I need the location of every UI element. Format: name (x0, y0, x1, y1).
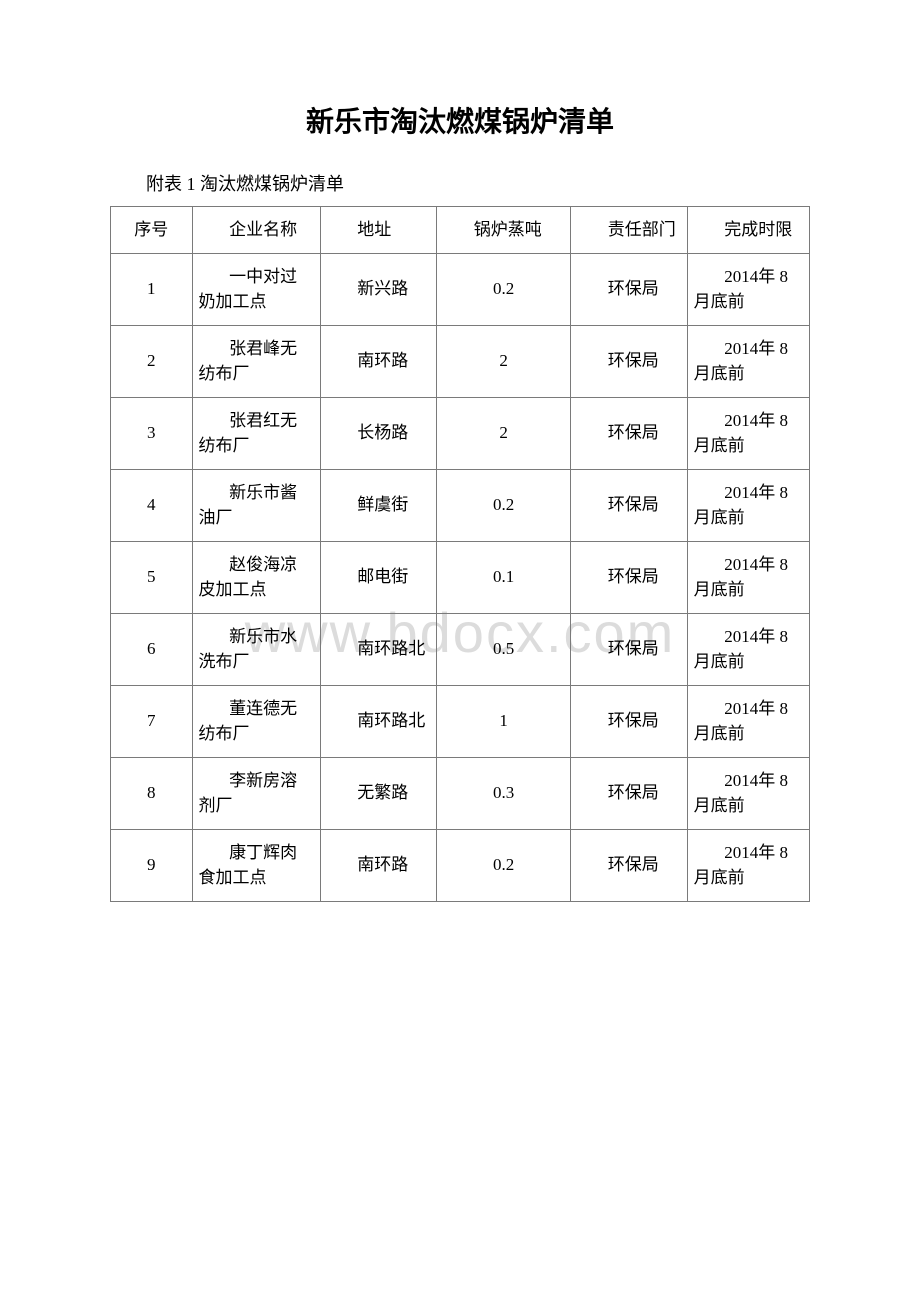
cell-seq: 9 (111, 829, 193, 901)
cell-dept: 环保局 (571, 829, 688, 901)
table-row: 4新乐市酱油厂鲜虞街0.2环保局2014年 8 月底前 (111, 469, 810, 541)
cell-seq: 1 (111, 253, 193, 325)
cell-seq: 5 (111, 541, 193, 613)
header-dept: 责任部门 (571, 207, 688, 254)
table-row: 2张君峰无纺布厂南环路2环保局2014年 8 月底前 (111, 325, 810, 397)
cell-seq: 7 (111, 685, 193, 757)
cell-dept: 环保局 (571, 757, 688, 829)
cell-addr: 邮电街 (320, 541, 437, 613)
cell-ton: 2 (437, 325, 571, 397)
cell-name: 新乐市水洗布厂 (192, 613, 320, 685)
cell-ton: 0.2 (437, 829, 571, 901)
cell-name: 董连德无纺布厂 (192, 685, 320, 757)
cell-dept: 环保局 (571, 397, 688, 469)
cell-deadline: 2014年 8 月底前 (687, 829, 809, 901)
cell-addr: 无繁路 (320, 757, 437, 829)
cell-addr: 鲜虞街 (320, 469, 437, 541)
cell-ton: 0.1 (437, 541, 571, 613)
cell-name: 新乐市酱油厂 (192, 469, 320, 541)
cell-addr: 南环路北 (320, 685, 437, 757)
cell-seq: 3 (111, 397, 193, 469)
boiler-table: 序号 企业名称 地址 锅炉蒸吨 责任部门 完成时限 1一中对过奶加工点新兴路0.… (110, 206, 810, 902)
header-deadline: 完成时限 (687, 207, 809, 254)
cell-dept: 环保局 (571, 469, 688, 541)
cell-ton: 2 (437, 397, 571, 469)
cell-seq: 2 (111, 325, 193, 397)
cell-dept: 环保局 (571, 325, 688, 397)
cell-ton: 0.2 (437, 253, 571, 325)
cell-name: 赵俊海凉皮加工点 (192, 541, 320, 613)
cell-ton: 0.5 (437, 613, 571, 685)
cell-deadline: 2014年 8 月底前 (687, 397, 809, 469)
table-row: 8李新房溶剂厂无繁路0.3环保局2014年 8 月底前 (111, 757, 810, 829)
cell-addr: 新兴路 (320, 253, 437, 325)
cell-deadline: 2014年 8 月底前 (687, 613, 809, 685)
cell-ton: 0.2 (437, 469, 571, 541)
header-seq: 序号 (111, 207, 193, 254)
table-row: 3张君红无纺布厂长杨路2环保局2014年 8 月底前 (111, 397, 810, 469)
cell-dept: 环保局 (571, 541, 688, 613)
header-name: 企业名称 (192, 207, 320, 254)
cell-deadline: 2014年 8 月底前 (687, 253, 809, 325)
cell-deadline: 2014年 8 月底前 (687, 757, 809, 829)
cell-seq: 4 (111, 469, 193, 541)
table-header-row: 序号 企业名称 地址 锅炉蒸吨 责任部门 完成时限 (111, 207, 810, 254)
cell-dept: 环保局 (571, 613, 688, 685)
cell-addr: 南环路 (320, 325, 437, 397)
cell-deadline: 2014年 8 月底前 (687, 541, 809, 613)
header-addr: 地址 (320, 207, 437, 254)
cell-addr: 南环路北 (320, 613, 437, 685)
table-row: 1一中对过奶加工点新兴路0.2环保局2014年 8 月底前 (111, 253, 810, 325)
table-row: 6新乐市水洗布厂南环路北0.5环保局2014年 8 月底前 (111, 613, 810, 685)
cell-addr: 长杨路 (320, 397, 437, 469)
cell-deadline: 2014年 8 月底前 (687, 685, 809, 757)
cell-dept: 环保局 (571, 685, 688, 757)
cell-ton: 0.3 (437, 757, 571, 829)
cell-dept: 环保局 (571, 253, 688, 325)
table-row: 7董连德无纺布厂南环路北1环保局2014年 8 月底前 (111, 685, 810, 757)
cell-name: 张君峰无纺布厂 (192, 325, 320, 397)
cell-addr: 南环路 (320, 829, 437, 901)
table-row: 9康丁辉肉食加工点南环路0.2环保局2014年 8 月底前 (111, 829, 810, 901)
cell-deadline: 2014年 8 月底前 (687, 325, 809, 397)
header-ton: 锅炉蒸吨 (437, 207, 571, 254)
table-row: 5赵俊海凉皮加工点邮电街0.1环保局2014年 8 月底前 (111, 541, 810, 613)
cell-name: 康丁辉肉食加工点 (192, 829, 320, 901)
subtitle: 附表 1 淘汰燃煤锅炉清单 (110, 170, 810, 196)
cell-seq: 8 (111, 757, 193, 829)
cell-deadline: 2014年 8 月底前 (687, 469, 809, 541)
cell-seq: 6 (111, 613, 193, 685)
cell-name: 张君红无纺布厂 (192, 397, 320, 469)
page-title: 新乐市淘汰燃煤锅炉清单 (110, 100, 810, 140)
cell-ton: 1 (437, 685, 571, 757)
cell-name: 一中对过奶加工点 (192, 253, 320, 325)
cell-name: 李新房溶剂厂 (192, 757, 320, 829)
